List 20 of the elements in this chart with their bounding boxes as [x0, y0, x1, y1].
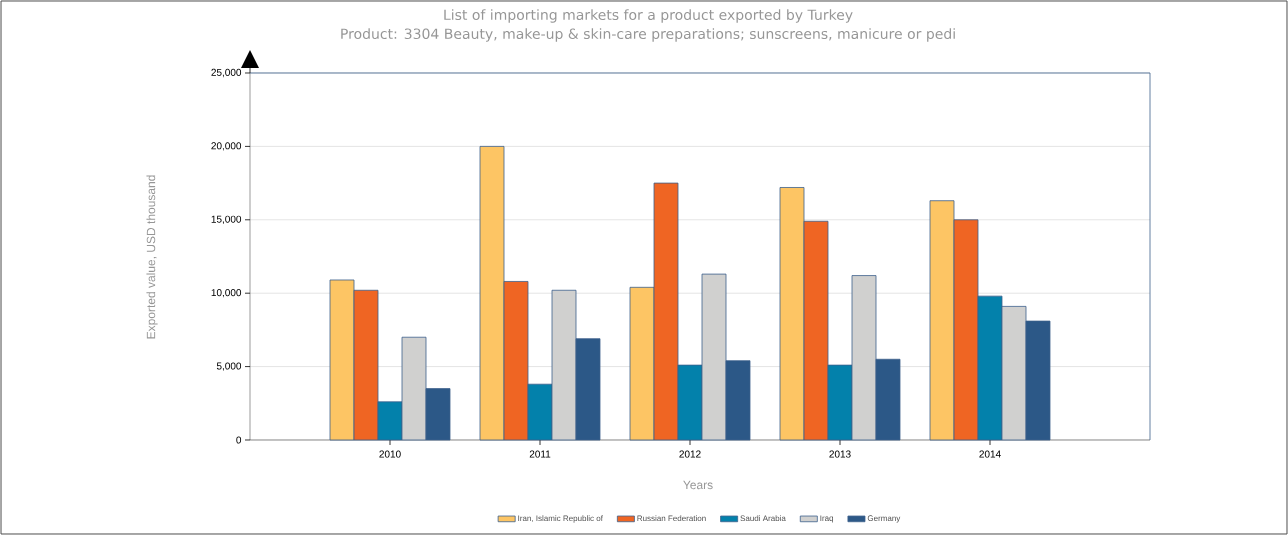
x-tick-label: 2013	[829, 450, 851, 458]
y-tick-label: 0	[236, 436, 242, 444]
chart-title: List of importing markets for a product exported by Turkey	[444, 9, 853, 23]
legend-label: Iraq	[820, 515, 834, 523]
y-tick-label: 20,000	[211, 142, 242, 151]
chart-subtitle: Product: 3304 Beauty, make-up & skin-care preparations; sunscreens, manicure or pedi	[341, 28, 955, 42]
x-axis-title: Years	[683, 480, 713, 490]
x-tick-label: 2012	[679, 450, 701, 458]
x-tick-label: 2011	[529, 450, 551, 458]
y-axis-title: Exported value, USD thousand	[146, 175, 158, 339]
legend-label: Germany	[867, 515, 901, 523]
legend-label: Saudi Arabia	[740, 515, 786, 522]
x-tick-label: 2014	[979, 450, 1001, 458]
legend-label: Russian Federation	[637, 515, 706, 522]
y-tick-label: 15,000	[211, 215, 242, 224]
y-tick-label: 25,000	[211, 68, 242, 78]
x-tick-label: 2010	[379, 450, 401, 458]
y-tick-label: 5,000	[216, 362, 242, 371]
y-tick-label: 10,000	[211, 289, 242, 298]
legend-label: Iran, Islamic Republic of	[518, 515, 603, 523]
